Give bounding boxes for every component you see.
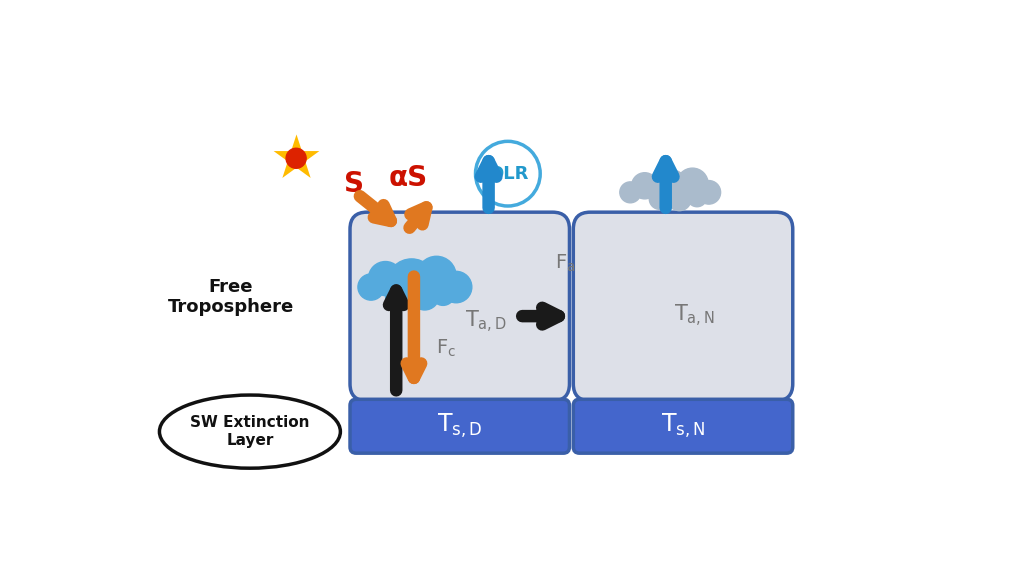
Text: αS: αS [388,163,427,192]
Circle shape [632,173,657,199]
Circle shape [385,282,412,309]
Circle shape [369,261,402,296]
Circle shape [440,271,472,303]
Circle shape [417,256,456,296]
Text: F$_\mathregular{c}$: F$_\mathregular{c}$ [436,338,457,358]
Ellipse shape [160,395,340,468]
Circle shape [411,281,439,310]
Text: F$_\mathregular{a}$: F$_\mathregular{a}$ [555,253,575,274]
Circle shape [650,170,689,209]
Text: S: S [344,170,364,198]
Text: SW Extinction
Layer: SW Extinction Layer [190,415,309,448]
Text: Free
Troposphere: Free Troposphere [168,278,294,317]
Circle shape [475,141,541,206]
Circle shape [649,188,671,209]
Circle shape [668,187,691,211]
Text: T$_\mathregular{a, N}$: T$_\mathregular{a, N}$ [674,303,715,329]
Point [288,153,304,163]
Circle shape [431,282,455,306]
FancyBboxPatch shape [350,399,569,453]
Circle shape [697,181,721,204]
Text: OLR: OLR [487,164,528,182]
Text: T$_\mathregular{s, D}$: T$_\mathregular{s, D}$ [437,412,482,440]
Text: T$_\mathregular{s, N}$: T$_\mathregular{s, N}$ [660,412,706,440]
FancyBboxPatch shape [350,212,569,401]
Circle shape [620,182,641,203]
Text: T$_\mathregular{a, D}$: T$_\mathregular{a, D}$ [465,309,507,335]
FancyBboxPatch shape [573,399,793,453]
Circle shape [387,259,436,309]
Circle shape [687,187,707,207]
Circle shape [358,274,384,300]
Circle shape [286,148,306,168]
FancyBboxPatch shape [573,212,793,401]
Circle shape [677,168,709,199]
